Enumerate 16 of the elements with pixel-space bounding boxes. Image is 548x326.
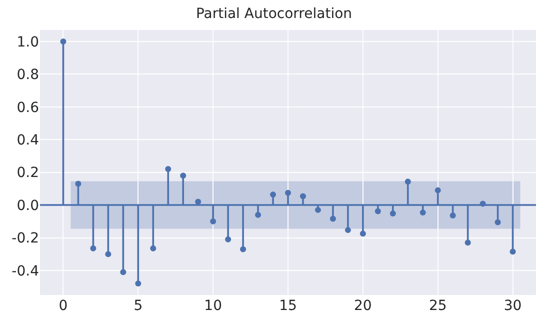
- y-tick-label: 0.4: [16, 132, 40, 148]
- y-tick-label: 0.2: [16, 165, 39, 182]
- x-tick-label: 0: [58, 298, 68, 314]
- y-tick-label: 0.0: [16, 198, 39, 214]
- x-tick-label: 15: [279, 298, 297, 314]
- y-tick-label: 0.8: [16, 67, 39, 84]
- x-tick-label: 10: [204, 298, 222, 314]
- y-tick-label: -0.2: [12, 230, 39, 247]
- y-tick-label: 0.6: [16, 100, 40, 116]
- x-tick-label: 30: [504, 298, 522, 314]
- x-tick-label: 20: [354, 298, 372, 314]
- y-tick-label: -0.4: [12, 263, 40, 280]
- chart-title: Partial Autocorrelation: [196, 6, 352, 22]
- y-tick-label: 1.0: [16, 34, 39, 50]
- x-tick-label: 25: [428, 298, 447, 314]
- x-tick-label: 5: [134, 298, 143, 314]
